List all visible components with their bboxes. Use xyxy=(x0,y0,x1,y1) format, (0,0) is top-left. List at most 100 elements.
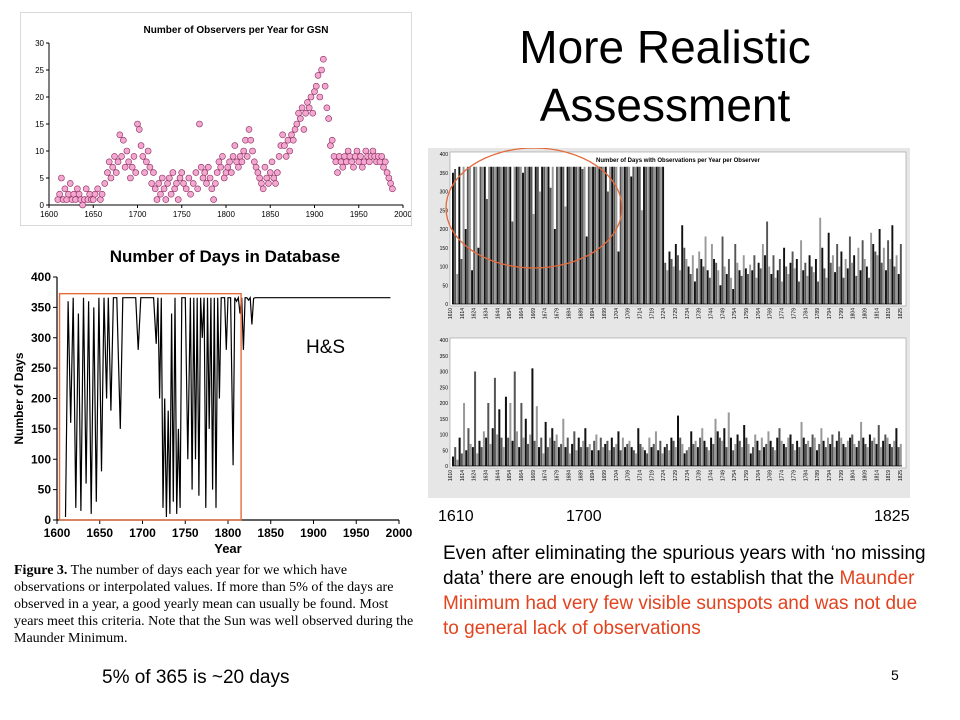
y-tick-label: 50 xyxy=(442,448,448,454)
bar xyxy=(865,266,868,304)
bar xyxy=(710,244,713,304)
bar xyxy=(487,403,490,466)
x-tick-label: 1714 xyxy=(638,308,644,319)
data-point xyxy=(166,174,173,182)
data-point xyxy=(235,163,242,171)
x-tick-label: 1769 xyxy=(768,470,774,481)
bar xyxy=(742,255,745,304)
bar xyxy=(825,277,828,304)
data-point xyxy=(134,120,141,128)
bar xyxy=(800,421,803,466)
bar xyxy=(654,431,657,466)
bar xyxy=(713,259,715,304)
bar xyxy=(452,172,454,304)
bar xyxy=(782,443,785,466)
y-tick-label: 350 xyxy=(31,300,51,314)
bar xyxy=(646,453,649,466)
bar xyxy=(861,240,864,304)
bar xyxy=(668,251,671,304)
x-tick-label: 1709 xyxy=(626,470,632,481)
bar xyxy=(783,247,786,304)
x-tick-label: 1739 xyxy=(697,308,703,319)
x-tick-label: 1950 xyxy=(350,210,368,219)
data-point xyxy=(66,180,74,187)
bar xyxy=(814,259,817,304)
x-tick-label: 1614 xyxy=(460,308,466,319)
bar xyxy=(460,259,463,304)
data-point xyxy=(229,153,237,160)
bar xyxy=(624,447,627,466)
bar xyxy=(540,437,543,466)
bar xyxy=(609,166,611,304)
x-tick-label: 1684 xyxy=(566,308,572,319)
data-point xyxy=(217,163,224,171)
slide-title: More Realistic Assessment xyxy=(519,21,811,131)
x-tick-label: 1734 xyxy=(685,470,691,481)
data-point xyxy=(169,169,177,176)
data-point xyxy=(176,174,184,182)
data-point xyxy=(196,120,203,128)
chart-title: Number of Days in Database xyxy=(110,247,341,266)
bar xyxy=(632,450,635,466)
bar xyxy=(725,274,728,304)
x-tick-label: 1825 xyxy=(898,470,904,481)
x-tick-label: 1600 xyxy=(40,210,58,219)
bar xyxy=(507,166,510,304)
data-point xyxy=(153,196,161,203)
bar xyxy=(549,437,552,466)
x-tick-label: 1769 xyxy=(768,308,774,319)
bar xyxy=(539,191,541,304)
y-tick-label: 200 xyxy=(440,401,449,407)
bar xyxy=(789,434,792,466)
bar xyxy=(528,166,531,304)
bar xyxy=(636,166,639,304)
data-point xyxy=(162,196,170,203)
y-tick-label: 0 xyxy=(44,513,51,527)
x-tick-label: 1679 xyxy=(555,470,561,481)
y-tick-label: 150 xyxy=(440,417,449,423)
data-point xyxy=(144,147,152,155)
bar xyxy=(617,431,620,466)
bar xyxy=(544,421,547,466)
bar xyxy=(641,447,644,466)
data-point xyxy=(268,158,276,166)
bar xyxy=(560,443,563,466)
bar xyxy=(615,166,618,304)
data-point xyxy=(171,185,178,193)
y-tick-label: 400 xyxy=(31,270,51,284)
bar xyxy=(666,270,669,304)
x-tick-label: 1804 xyxy=(851,470,857,481)
x-tick-label: 1950 xyxy=(343,526,370,540)
bar xyxy=(831,255,834,304)
y-tick-label: 30 xyxy=(35,39,44,48)
bar xyxy=(518,447,521,466)
bar xyxy=(749,264,752,305)
x-tick-label: 1719 xyxy=(649,470,655,481)
bar xyxy=(831,434,834,466)
bar xyxy=(791,251,794,304)
bar xyxy=(637,428,640,466)
page-number: 5 xyxy=(891,667,899,683)
bar xyxy=(874,251,877,304)
data-point xyxy=(210,196,217,203)
bar xyxy=(535,406,538,466)
bar xyxy=(579,447,582,466)
bar xyxy=(868,434,871,466)
bar xyxy=(763,447,766,466)
bar xyxy=(577,437,580,466)
bar xyxy=(570,166,573,304)
bar xyxy=(846,268,849,305)
bar xyxy=(696,447,699,466)
x-tick-label: 1624 xyxy=(472,470,478,481)
bar xyxy=(464,229,467,304)
bar xyxy=(630,176,633,304)
y-tick-label: 250 xyxy=(440,208,449,214)
bar xyxy=(619,450,622,466)
y-axis-label: Number of Days xyxy=(12,352,26,444)
x-tick-label: 1850 xyxy=(257,526,284,540)
bar xyxy=(485,199,488,304)
data-point xyxy=(137,142,145,149)
y-tick-label: 25 xyxy=(35,66,44,75)
bar xyxy=(520,403,523,466)
data-point xyxy=(75,190,83,198)
